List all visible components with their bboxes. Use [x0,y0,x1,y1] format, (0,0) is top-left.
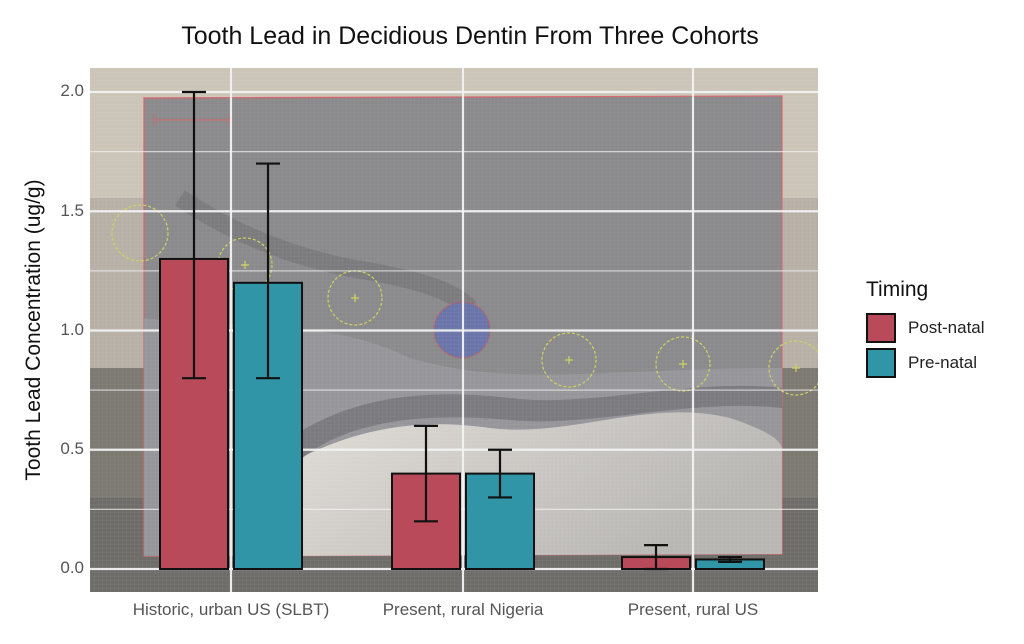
legend-label-pre-natal: Pre-natal [908,352,977,372]
error-bar [256,162,280,380]
legend-label-post-natal: Post-natal [908,317,985,337]
error-bar [414,424,438,523]
x-tick-rural-us: Present, rural US [627,600,759,619]
plot-area [90,68,818,592]
y-tick-1-5: 1.5 [60,201,84,220]
y-tick-2-0: 2.0 [60,81,84,100]
legend-item-pre-natal: Pre-natal [866,345,985,380]
error-bar [644,544,668,571]
x-tick-historic: Historic, urban US (SLBT) [132,600,330,619]
bars [159,90,765,571]
error-bar [182,90,206,380]
y-tick-1-0: 1.0 [60,320,84,339]
x-tick-nigeria: Present, rural Nigeria [382,600,544,619]
plot-panel [90,68,818,592]
legend-swatch-post-natal [866,312,896,343]
chart-title: Tooth Lead in Decidious Dentin From Thre… [181,22,759,50]
error-bar [488,448,512,499]
y-tick-0-5: 0.5 [60,439,84,458]
legend: Timing Post-natal Pre-natal [866,278,985,380]
legend-swatch-pre-natal [866,347,896,378]
legend-item-post-natal: Post-natal [866,310,985,345]
legend-title: Timing [866,278,929,301]
y-tick-0: 0.0 [60,558,84,577]
error-bar [718,555,742,563]
